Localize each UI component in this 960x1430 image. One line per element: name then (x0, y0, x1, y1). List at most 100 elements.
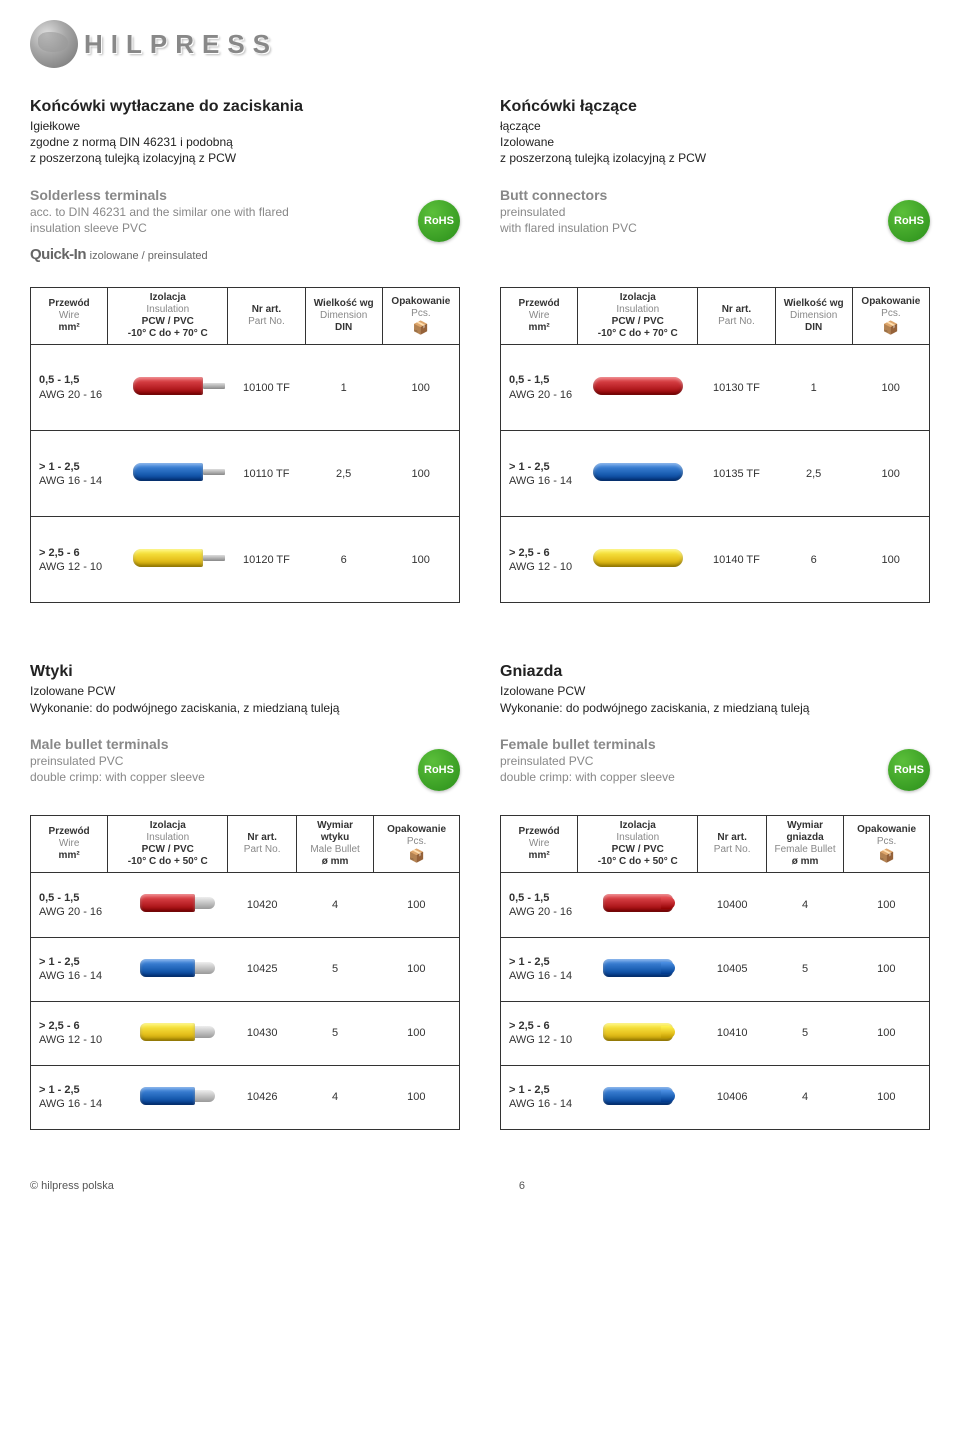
section-bullet-tables: PrzewódWiremm² IzolacjaInsulationPCW / P… (30, 809, 930, 1130)
pin-left-table-wrap: PrzewódWiremm² IzolacjaInsulationPCW / P… (30, 281, 460, 604)
bullet-left-block: Wtyki Izolowane PCW Wykonanie: do podwój… (30, 663, 460, 791)
hdr-insulation: IzolacjaInsulationPCW / PVC-10° C do + 5… (578, 816, 698, 873)
cell-pcs: 100 (382, 517, 459, 603)
cell-pcs: 100 (852, 345, 929, 431)
cell-dim: 4 (296, 873, 373, 937)
bullet-left-title-en: Male bullet terminals (30, 736, 460, 752)
rohs-badge-icon: RoHS (888, 749, 930, 791)
pin-right-title-en: Butt connectors (500, 187, 930, 203)
cell-wire: > 1 - 2,5AWG 16 - 14 (31, 1065, 108, 1129)
pin-left-header-table: PrzewódWiremm² IzolacjaInsulationPCW / P… (30, 287, 460, 345)
bullet-left-sub-en: preinsulated PVC double crimp: with copp… (30, 753, 460, 785)
cell-pcs: 100 (844, 937, 930, 1001)
brand-name: HILPRESS (84, 29, 278, 60)
section-pin-tables: PrzewódWiremm² IzolacjaInsulationPCW / P… (30, 281, 930, 604)
cell-pcs: 100 (374, 873, 460, 937)
table-row: 0,5 - 1,5AWG 20 - 16104204100 (31, 873, 460, 937)
bullet-right-sub-en: preinsulated PVC double crimp: with copp… (500, 753, 930, 785)
hdr-insulation: IzolacjaInsulationPCW / PVC-10° C do + 5… (108, 816, 228, 873)
hdr-wire: PrzewódWiremm² (31, 816, 108, 873)
connector-swatch (133, 463, 203, 481)
hdr-package: OpakowaniePcs.📦 (382, 287, 459, 344)
package-icon: 📦 (413, 320, 429, 335)
cell-partno: 10430 (228, 1001, 297, 1065)
table-row: > 1 - 2,5AWG 16 - 14104064100 (501, 1065, 930, 1129)
cell-pcs: 100 (844, 873, 930, 937)
cell-image (578, 873, 698, 937)
table-row: > 1 - 2,5AWG 16 - 1410110 TF2,5100 (31, 431, 460, 517)
pin-right-data-table: 0,5 - 1,5AWG 20 - 1610130 TF1100> 1 - 2,… (500, 345, 930, 604)
bullet-right-sub-pl: Izolowane PCW Wykonanie: do podwójnego z… (500, 683, 930, 715)
bullet-right-title-en: Female bullet terminals (500, 736, 930, 752)
cell-partno: 10110 TF (228, 431, 305, 517)
pin-right-header-table: PrzewódWiremm² IzolacjaInsulationPCW / P… (500, 287, 930, 345)
hdr-wire: PrzewódWiremm² (501, 816, 578, 873)
table-row: > 2,5 - 6AWG 12 - 10104105100 (501, 1001, 930, 1065)
cell-dim: 4 (766, 1065, 843, 1129)
pin-left-title-pl: Końcówki wytłaczane do zaciskania (30, 98, 460, 116)
cell-partno: 10410 (698, 1001, 767, 1065)
cell-image (578, 431, 698, 517)
hdr-socket-dim: Wymiar gniazdaFemale Bulletø mm (766, 816, 843, 873)
table-row: > 2,5 - 6AWG 12 - 10104305100 (31, 1001, 460, 1065)
connector-swatch (603, 1087, 673, 1105)
cell-dim: 6 (775, 517, 852, 603)
cell-partno: 10426 (228, 1065, 297, 1129)
table-row: > 2,5 - 6AWG 12 - 10 10120 TF6100 (31, 517, 460, 603)
cell-image (108, 1001, 228, 1065)
bullet-right-table-wrap: PrzewódWiremm² IzolacjaInsulationPCW / P… (500, 809, 930, 1130)
cell-image (108, 1065, 228, 1129)
pin-left-sub-pl: Igiełkowe zgodne z normą DIN 46231 i pod… (30, 118, 460, 167)
cell-pcs: 100 (382, 431, 459, 517)
cell-image (108, 345, 228, 431)
connector-swatch (133, 549, 203, 567)
cell-wire: > 2,5 - 6AWG 12 - 10 (31, 517, 108, 603)
package-icon: 📦 (408, 848, 424, 863)
bullet-left-header-table: PrzewódWiremm² IzolacjaInsulationPCW / P… (30, 815, 460, 873)
quickin-sub: izolowane / preinsulated (90, 250, 208, 262)
connector-swatch (603, 1023, 673, 1041)
connector-swatch (593, 463, 683, 481)
cell-image (578, 1001, 698, 1065)
cell-partno: 10400 (698, 873, 767, 937)
cell-partno: 10100 TF (228, 345, 305, 431)
connector-swatch (593, 549, 683, 567)
hdr-partno: Nr art.Part No. (228, 287, 305, 344)
cell-wire: 0,5 - 1,5AWG 20 - 16 (31, 873, 108, 937)
pin-right-title-pl: Końcówki łączące (500, 98, 930, 116)
cell-wire: > 2,5 - 6AWG 12 - 10 (501, 517, 578, 603)
connector-swatch (140, 1087, 195, 1105)
cell-image (108, 937, 228, 1001)
cell-partno: 10405 (698, 937, 767, 1001)
hdr-partno: Nr art.Part No. (228, 816, 297, 873)
table-row: > 1 - 2,5AWG 16 - 1410135 TF2,5100 (501, 431, 930, 517)
cell-wire: 0,5 - 1,5AWG 20 - 16 (501, 345, 578, 431)
cell-wire: 0,5 - 1,5AWG 20 - 16 (31, 345, 108, 431)
cell-dim: 6 (305, 517, 382, 603)
cell-image (108, 873, 228, 937)
cell-image (108, 431, 228, 517)
table-row: 0,5 - 1,5AWG 20 - 16104004100 (501, 873, 930, 937)
cell-wire: > 1 - 2,5AWG 16 - 14 (501, 431, 578, 517)
cell-pcs: 100 (374, 937, 460, 1001)
bullet-left-sub-pl: Izolowane PCW Wykonanie: do podwójnego z… (30, 683, 460, 715)
cell-partno: 10140 TF (698, 517, 775, 603)
hdr-insulation: IzolacjaInsulationPCW / PVC-10° C do + 7… (578, 287, 698, 344)
bullet-right-header-table: PrzewódWiremm² IzolacjaInsulationPCW / P… (500, 815, 930, 873)
connector-swatch (140, 1023, 195, 1041)
cell-dim: 4 (766, 873, 843, 937)
pin-left-sub-en: acc. to DIN 46231 and the similar one wi… (30, 204, 460, 236)
table-row: > 2,5 - 6AWG 12 - 1010140 TF6100 (501, 517, 930, 603)
rohs-badge-icon: RoHS (888, 200, 930, 242)
cell-wire: > 2,5 - 6AWG 12 - 10 (501, 1001, 578, 1065)
cell-partno: 10120 TF (228, 517, 305, 603)
package-icon: 📦 (878, 848, 894, 863)
cell-image (108, 517, 228, 603)
bullet-left-data-table: 0,5 - 1,5AWG 20 - 16104204100 > 1 - 2,5AW… (30, 873, 460, 1130)
bullet-left-title-pl: Wtyki (30, 663, 460, 681)
bullet-left-table-wrap: PrzewódWiremm² IzolacjaInsulationPCW / P… (30, 809, 460, 1130)
cell-pcs: 100 (844, 1065, 930, 1129)
cell-image (578, 517, 698, 603)
connector-swatch (140, 959, 195, 977)
pin-left-block: Końcówki wytłaczane do zaciskania Igiełk… (30, 98, 460, 263)
